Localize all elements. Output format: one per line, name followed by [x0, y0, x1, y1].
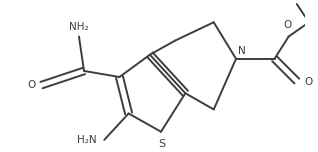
Text: NH₂: NH₂ — [69, 22, 89, 32]
Text: O: O — [304, 77, 312, 87]
Text: O: O — [284, 20, 292, 30]
Text: H₂N: H₂N — [77, 135, 96, 145]
Text: N: N — [238, 46, 246, 56]
Text: S: S — [158, 139, 165, 149]
Text: O: O — [27, 80, 35, 90]
